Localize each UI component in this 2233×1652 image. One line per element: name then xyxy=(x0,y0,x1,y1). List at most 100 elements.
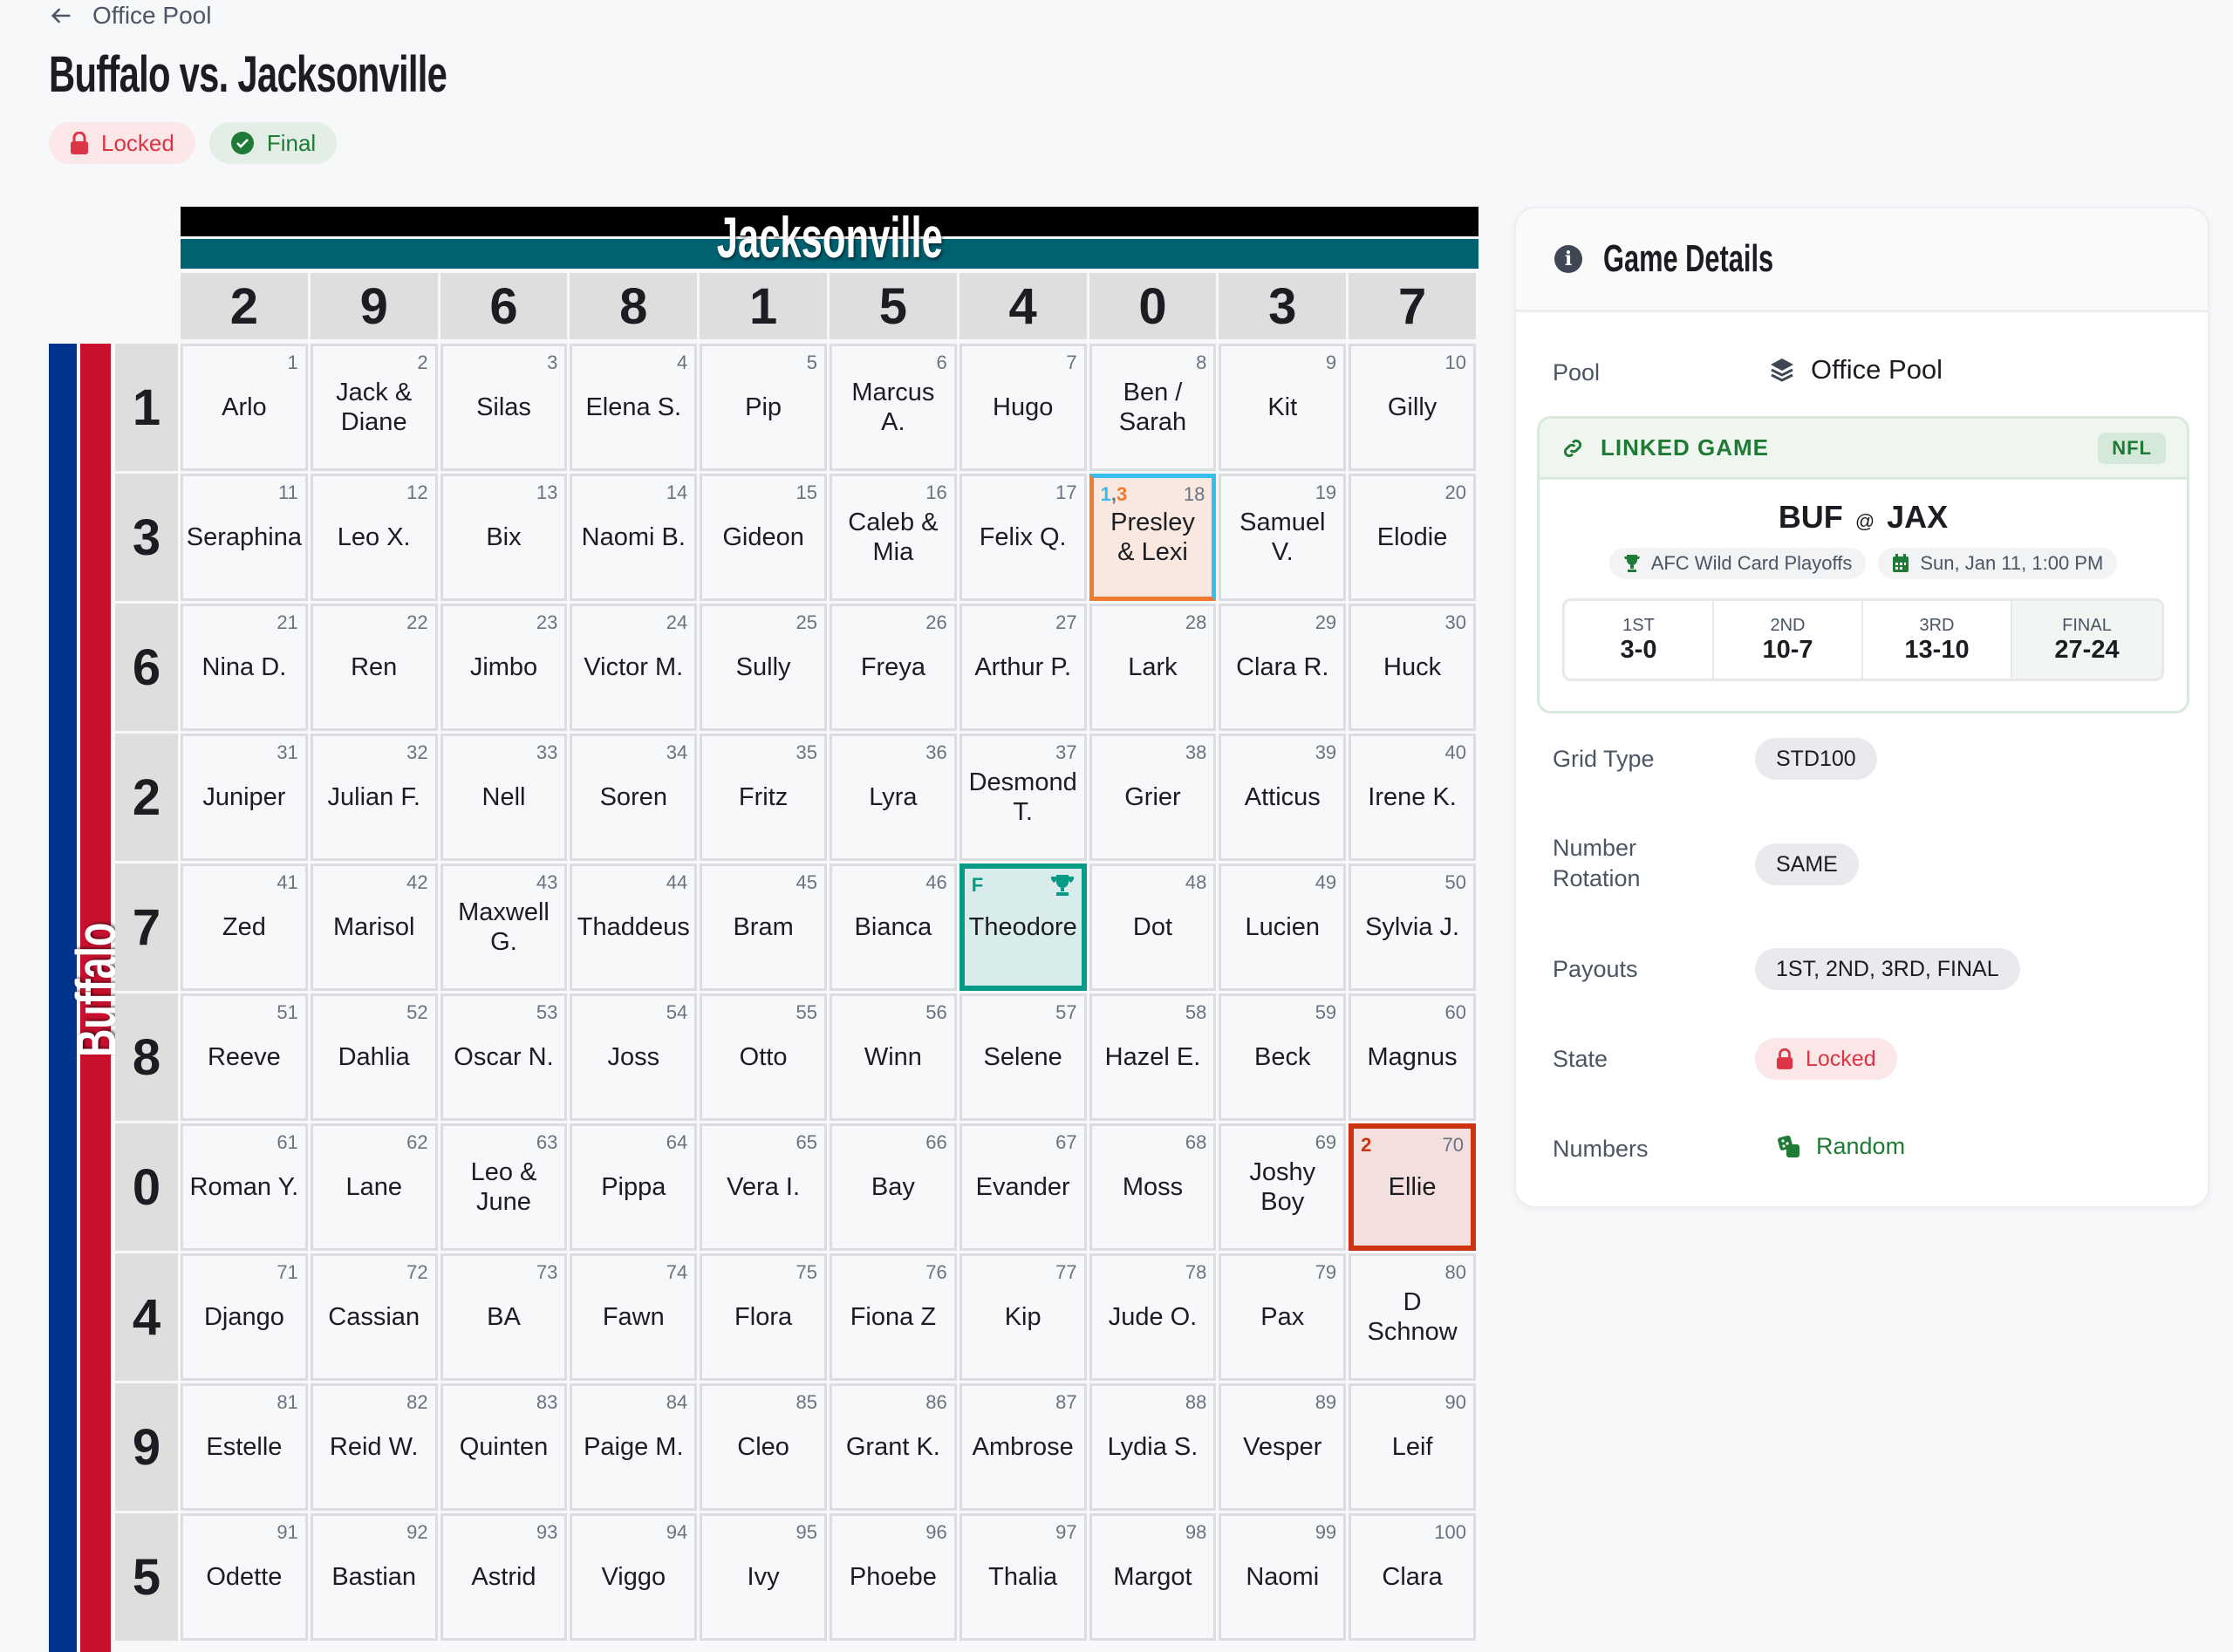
grid-square[interactable]: Sully 25 xyxy=(700,604,827,731)
grid-square[interactable]: Freya 26 xyxy=(829,604,957,731)
grid-square[interactable]: Joshy Boy 69 xyxy=(1219,1123,1347,1251)
grid-square[interactable]: Viggo 94 xyxy=(570,1513,698,1641)
grid-square[interactable]: Juniper 31 xyxy=(181,734,308,861)
grid-square[interactable]: Astrid 93 xyxy=(440,1513,568,1641)
grid-square[interactable]: Ren 22 xyxy=(310,604,438,731)
grid-square[interactable]: Magnus 60 xyxy=(1349,993,1476,1121)
grid-square[interactable]: Theodore F xyxy=(959,864,1087,991)
grid-square[interactable]: Reeve 51 xyxy=(181,993,308,1121)
grid-square[interactable]: Fawn 74 xyxy=(570,1253,698,1381)
grid-square[interactable]: Silas 3 xyxy=(440,344,568,471)
grid-square[interactable]: Estelle 81 xyxy=(181,1383,308,1511)
grid-square[interactable]: Lydia S. 88 xyxy=(1089,1383,1217,1511)
grid-square[interactable]: Cleo 85 xyxy=(700,1383,827,1511)
grid-square[interactable]: Django 71 xyxy=(181,1253,308,1381)
grid-square[interactable]: Clara 100 xyxy=(1349,1513,1476,1641)
grid-square[interactable]: Bix 13 xyxy=(440,474,568,601)
grid-square[interactable]: Paige M. 84 xyxy=(570,1383,698,1511)
grid-square[interactable]: Vera I. 65 xyxy=(700,1123,827,1251)
grid-square[interactable]: Thaddeus 44 xyxy=(570,864,698,991)
grid-square[interactable]: Hugo 7 xyxy=(959,344,1087,471)
grid-square[interactable]: Grant K. 86 xyxy=(829,1383,957,1511)
grid-square[interactable]: Pippa 64 xyxy=(570,1123,698,1251)
grid-square[interactable]: Kip 77 xyxy=(959,1253,1087,1381)
grid-square[interactable]: Reid W. 82 xyxy=(310,1383,438,1511)
grid-square[interactable]: Fritz 35 xyxy=(700,734,827,861)
grid-square[interactable]: Jack & Diane 2 xyxy=(310,344,438,471)
grid-square[interactable]: Quinten 83 xyxy=(440,1383,568,1511)
grid-square[interactable]: Grier 38 xyxy=(1089,734,1217,861)
grid-square[interactable]: Soren 34 xyxy=(570,734,698,861)
pool-value[interactable]: Office Pool xyxy=(1769,354,1943,386)
grid-square[interactable]: Ivy 95 xyxy=(700,1513,827,1641)
grid-square[interactable]: Seraphina 11 xyxy=(181,474,308,601)
grid-square[interactable]: Lyra 36 xyxy=(829,734,957,861)
grid-square[interactable]: Felix Q. 17 xyxy=(959,474,1087,601)
grid-square[interactable]: Lucien 49 xyxy=(1219,864,1347,991)
grid-square[interactable]: Bay 66 xyxy=(829,1123,957,1251)
grid-square[interactable]: Samuel V. 19 xyxy=(1219,474,1347,601)
grid-square[interactable]: Ben / Sarah 8 xyxy=(1089,344,1217,471)
back-link[interactable]: Office Pool xyxy=(49,2,211,30)
grid-square[interactable]: Zed 41 xyxy=(181,864,308,991)
grid-square[interactable]: Nina D. 21 xyxy=(181,604,308,731)
grid-square[interactable]: Gilly 10 xyxy=(1349,344,1476,471)
grid-square[interactable]: Naomi 99 xyxy=(1219,1513,1347,1641)
grid-square[interactable]: Atticus 39 xyxy=(1219,734,1347,861)
grid-square[interactable]: Evander 67 xyxy=(959,1123,1087,1251)
grid-square[interactable]: Leo & June 63 xyxy=(440,1123,568,1251)
grid-square[interactable]: Bram 45 xyxy=(700,864,827,991)
grid-square[interactable]: Sylvia J. 50 xyxy=(1349,864,1476,991)
grid-square[interactable]: Lane 62 xyxy=(310,1123,438,1251)
grid-square[interactable]: Caleb & Mia 16 xyxy=(829,474,957,601)
grid-square[interactable]: Oscar N. 53 xyxy=(440,993,568,1121)
grid-square[interactable]: Naomi B. 14 xyxy=(570,474,698,601)
grid-square[interactable]: Beck 59 xyxy=(1219,993,1347,1121)
grid-square[interactable]: Nell 33 xyxy=(440,734,568,861)
grid-square[interactable]: Lark 28 xyxy=(1089,604,1217,731)
grid-square[interactable]: Marisol 42 xyxy=(310,864,438,991)
grid-square[interactable]: Bianca 46 xyxy=(829,864,957,991)
grid-square[interactable]: Fiona Z 76 xyxy=(829,1253,957,1381)
grid-square[interactable]: Otto 55 xyxy=(700,993,827,1121)
grid-square[interactable]: Presley & Lexi 18 1,3 xyxy=(1089,474,1217,601)
grid-square[interactable]: Joss 54 xyxy=(570,993,698,1121)
grid-square[interactable]: Phoebe 96 xyxy=(829,1513,957,1641)
grid-square[interactable]: Selene 57 xyxy=(959,993,1087,1121)
grid-square[interactable]: Dahlia 52 xyxy=(310,993,438,1121)
grid-square[interactable]: D Schnow 80 xyxy=(1349,1253,1476,1381)
grid-square[interactable]: Moss 68 xyxy=(1089,1123,1217,1251)
grid-square[interactable]: BA 73 xyxy=(440,1253,568,1381)
grid-square[interactable]: Ellie 70 2 xyxy=(1349,1123,1476,1251)
grid-square[interactable]: Thalia 97 xyxy=(959,1513,1087,1641)
grid-square[interactable]: Clara R. 29 xyxy=(1219,604,1347,731)
grid-square[interactable]: Kit 9 xyxy=(1219,344,1347,471)
grid-square[interactable]: Leif 90 xyxy=(1349,1383,1476,1511)
grid-square[interactable]: Elena S. 4 xyxy=(570,344,698,471)
grid-square[interactable]: Arlo 1 xyxy=(181,344,308,471)
grid-square[interactable]: Victor M. 24 xyxy=(570,604,698,731)
grid-square[interactable]: Huck 30 xyxy=(1349,604,1476,731)
grid-square[interactable]: Pax 79 xyxy=(1219,1253,1347,1381)
grid-square[interactable]: Julian F. 32 xyxy=(310,734,438,861)
grid-square[interactable]: Leo X. 12 xyxy=(310,474,438,601)
grid-square[interactable]: Bastian 92 xyxy=(310,1513,438,1641)
grid-square[interactable]: Ambrose 87 xyxy=(959,1383,1087,1511)
grid-square[interactable]: Marcus A. 6 xyxy=(829,344,957,471)
grid-square[interactable]: Hazel E. 58 xyxy=(1089,993,1217,1121)
grid-square[interactable]: Pip 5 xyxy=(700,344,827,471)
grid-square[interactable]: Jude O. 78 xyxy=(1089,1253,1217,1381)
grid-square[interactable]: Roman Y. 61 xyxy=(181,1123,308,1251)
grid-square[interactable]: Gideon 15 xyxy=(700,474,827,601)
grid-square[interactable]: Winn 56 xyxy=(829,993,957,1121)
grid-square[interactable]: Cassian 72 xyxy=(310,1253,438,1381)
grid-square[interactable]: Jimbo 23 xyxy=(440,604,568,731)
grid-square[interactable]: Odette 91 xyxy=(181,1513,308,1641)
grid-square[interactable]: Margot 98 xyxy=(1089,1513,1217,1641)
grid-square[interactable]: Irene K. 40 xyxy=(1349,734,1476,861)
grid-square[interactable]: Flora 75 xyxy=(700,1253,827,1381)
grid-square[interactable]: Maxwell G. 43 xyxy=(440,864,568,991)
grid-square[interactable]: Arthur P. 27 xyxy=(959,604,1087,731)
grid-square[interactable]: Vesper 89 xyxy=(1219,1383,1347,1511)
grid-square[interactable]: Elodie 20 xyxy=(1349,474,1476,601)
